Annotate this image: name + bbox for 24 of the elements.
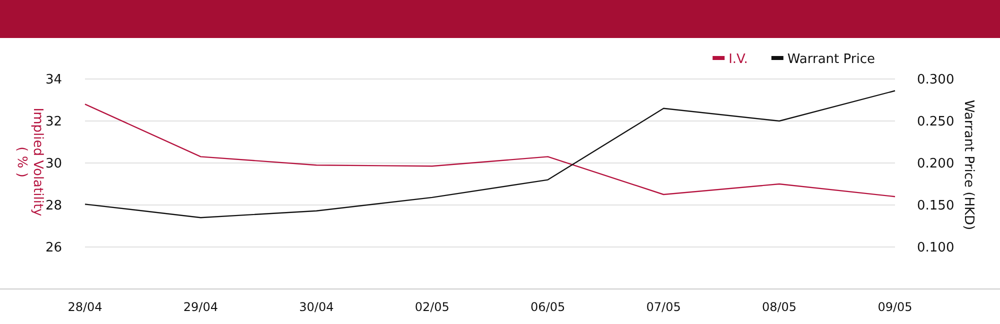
x-tick-label: 28/04 xyxy=(68,300,102,314)
x-tick-label: 07/05 xyxy=(646,300,681,314)
y-tick-label: 34 xyxy=(45,72,62,88)
y-tick-label: 26 xyxy=(45,240,62,256)
y2-tick-label: 0.300 xyxy=(917,72,954,88)
x-tick-label: 30/04 xyxy=(299,300,334,314)
y2-tick-label: 0.200 xyxy=(917,156,954,172)
y2-tick-label: 0.100 xyxy=(917,240,954,256)
y2-tick-label: 0.150 xyxy=(917,198,954,214)
x-tick-label: 09/05 xyxy=(878,300,912,314)
y2-axis-title: Warrant Price (HKD) xyxy=(961,100,976,230)
y2-tick-label: 0.250 xyxy=(917,114,954,130)
y-axis-title: Implied Volatility ( % ) xyxy=(14,108,45,217)
y-tick-label: 32 xyxy=(45,114,62,130)
x-tick-label: 29/04 xyxy=(183,300,218,314)
x-tick-label: 06/05 xyxy=(530,300,566,314)
line-series xyxy=(84,104,896,198)
x-tick-label: 02/05 xyxy=(414,300,450,314)
y-tick-label: 30 xyxy=(45,156,62,172)
legend-label: Warrant Price xyxy=(787,52,876,67)
line-series xyxy=(84,90,896,218)
y-tick-label: 28 xyxy=(45,198,62,214)
x-tick-label: 08/05 xyxy=(762,300,797,314)
legend-label: I.V. xyxy=(728,52,748,67)
